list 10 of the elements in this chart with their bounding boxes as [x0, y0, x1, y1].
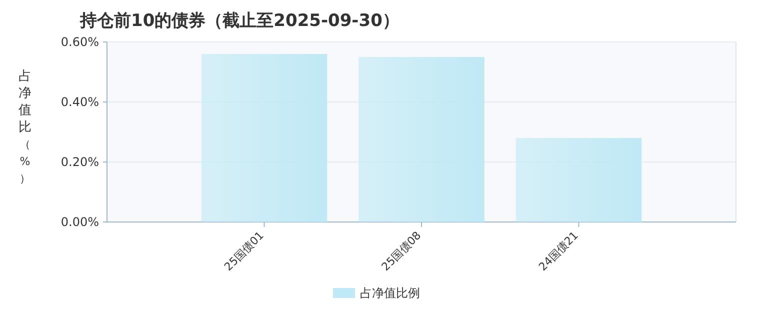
y-axis-title: 占净值比（%）: [18, 69, 32, 185]
y-tick-label: 0.60%: [60, 35, 99, 49]
x-tick-label: 24国债21: [536, 228, 581, 274]
y-tick-label: 0.40%: [60, 95, 99, 109]
chart-title: 持仓前10的债券（截止至2025-09-30）: [79, 11, 400, 31]
legend-label: 占净值比例: [360, 286, 420, 300]
y-tick-label: 0.00%: [60, 215, 99, 229]
x-tick-label: 25国债08: [379, 228, 424, 274]
x-tick-label: 25国债01: [222, 228, 266, 274]
y-tick-label: 0.20%: [60, 155, 99, 169]
